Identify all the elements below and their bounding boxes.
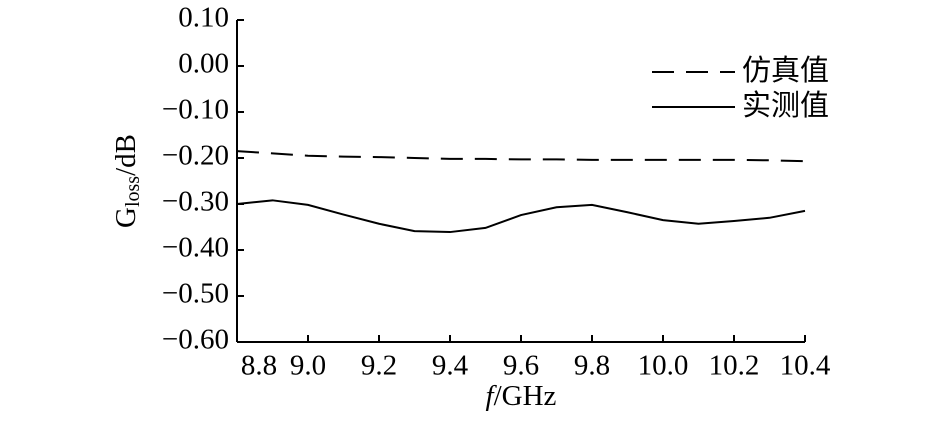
legend-label: 仿真值 xyxy=(742,53,829,87)
series-line xyxy=(236,150,806,163)
x-tick-label: 8.8 xyxy=(241,350,277,382)
y-label-unit: /dB xyxy=(110,134,142,176)
legend-label: 实测值 xyxy=(742,88,829,122)
y-tick-label: −0.10 xyxy=(162,94,229,126)
x-tick-label: 9.4 xyxy=(432,350,469,382)
x-tick-label: 9.0 xyxy=(290,350,326,382)
x-axis-label: f/GHz xyxy=(486,380,557,412)
x-tick-label: 10.4 xyxy=(780,350,831,382)
y-tick-label: −0.50 xyxy=(162,278,229,310)
y-label-sub: loss xyxy=(122,176,144,207)
x-tick-label: 9.8 xyxy=(574,350,610,382)
y-label-main: G xyxy=(110,207,142,228)
x-tick-label: 9.6 xyxy=(503,350,539,382)
y-tick-label: 0.10 xyxy=(178,2,229,34)
series-line xyxy=(236,199,806,234)
x-tick-label: 10.0 xyxy=(638,350,689,382)
x-label-unit: /GHz xyxy=(494,380,557,412)
y-tick-label: −0.40 xyxy=(162,232,229,264)
y-axis-label: Gloss/dB xyxy=(110,134,144,228)
x-tick-label: 9.2 xyxy=(361,350,397,382)
y-tick-label: −0.20 xyxy=(162,140,229,172)
y-tick-label: 0.00 xyxy=(178,48,229,80)
y-tick-label: −0.60 xyxy=(162,324,229,356)
x-tick-label: 10.2 xyxy=(709,350,760,382)
y-tick-label: −0.30 xyxy=(162,186,229,218)
